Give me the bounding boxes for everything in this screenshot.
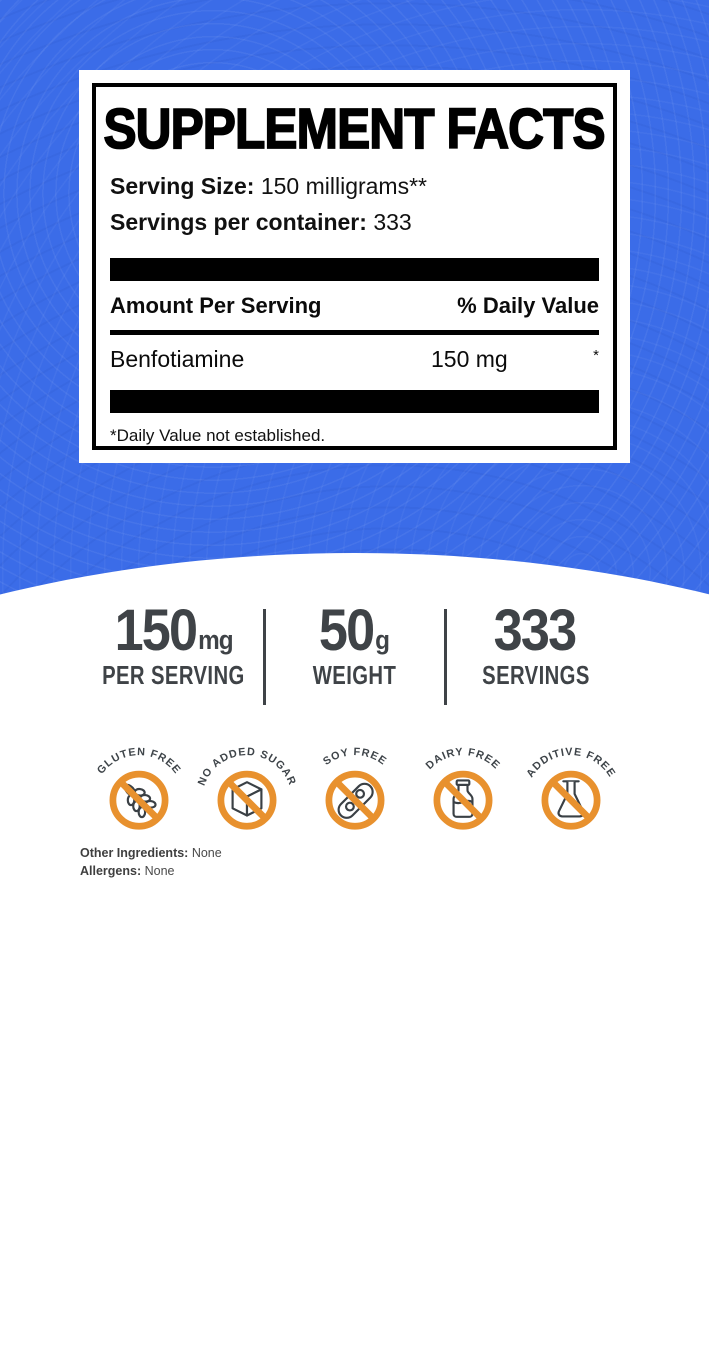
table-header-row: Amount Per Serving % Daily Value [110,292,599,320]
stat-weight-value: 50 [319,598,375,663]
stat-divider [262,609,266,705]
servings-value: 333 [373,209,412,235]
no-circle [325,770,384,830]
amount-per-serving-header: Amount Per Serving [110,293,322,318]
slash-line [117,779,160,822]
servings-label: Servings per container: [110,209,367,235]
thin-rule [110,330,599,335]
stat-per-serving: 150 mg PER SERVING [85,598,263,708]
stat-weight: 50 g WEIGHT [266,598,444,708]
supplement-facts-border: SUPPLEMENT FACTS Serving Size: 150 milli… [92,83,617,450]
stat-servings-label: SERVINGS [481,660,590,690]
allergens-value: None [144,864,175,878]
ingredient-name: Benfotiamine [110,346,245,372]
no-circle [217,770,276,830]
stat-weight-label: WEIGHT [312,660,397,690]
daily-value-header: % Daily Value [457,293,599,318]
other-ingredients-line: Other Ingredients: None [80,844,709,862]
allergens-line: Allergens: None [80,862,709,880]
ingredient-row: Benfotiamine 150 mg * [110,344,599,378]
other-ingredients-value: None [191,846,222,860]
no-circle [433,770,492,830]
stat-servings-number: 333 [493,598,578,663]
servings-per-container-line: Servings per container: 333 [110,207,599,237]
dairy-free-badge: DAIRY FREE [423,746,502,830]
bottom-section: 150 mg PER SERVING 50 g WEIGHT 333 SERVI… [0,598,709,880]
dairy-free-label: DAIRY FREE [423,746,502,772]
serving-size-label: Serving Size: [110,173,255,199]
serving-size-line: Serving Size: 150 milligrams** [110,171,599,201]
stat-per-serving-label: PER SERVING [102,660,245,690]
soy-free-badge: SOY FREE [321,746,389,830]
separator-bar-bottom [110,390,599,413]
separator-bar-top [110,258,599,281]
slash-line [549,779,592,822]
ingredient-amount: 150 mg [431,346,508,372]
stat-weight-unit: g [375,625,391,655]
gluten-free-badge: GLUTEN FREE [94,746,182,830]
serving-size-value: 150 milligrams** [260,173,427,199]
stat-divider [443,609,447,705]
stat-per-serving-number: 150 mg [114,598,234,663]
stat-per-serving-value: 150 [114,598,197,663]
stat-servings-value: 333 [493,598,577,663]
soy-free-label: SOY FREE [321,746,389,768]
additive-free-badge: ADDITIVE FREE [524,746,616,830]
free-from-badges-row: GLUTEN FREE NO ADDED SUGAR [0,728,709,840]
no-circle [541,770,600,830]
supplement-facts-panel: SUPPLEMENT FACTS Serving Size: 150 milli… [79,70,630,463]
ingredient-dv-asterisk: * [593,347,599,364]
slash-line [333,779,376,822]
footer-notes: Other Ingredients: None Allergens: None [80,844,709,880]
stat-servings: 333 SERVINGS [447,598,625,708]
no-circle [109,770,168,830]
slash-line [225,779,268,822]
supplement-facts-title-wrap: SUPPLEMENT FACTS [103,93,607,165]
stats-row: 150 mg PER SERVING 50 g WEIGHT 333 SERVI… [0,598,709,708]
stat-per-serving-unit: mg [197,625,234,655]
allergens-label: Allergens: [80,864,142,878]
daily-value-footnote: *Daily Value not established. [110,426,326,445]
no-added-sugar-badge: NO ADDED SUGAR [195,746,297,830]
slash-line [441,779,484,822]
supplement-facts-title: SUPPLEMENT FACTS [103,96,607,162]
stat-weight-number: 50 g [319,598,391,663]
other-ingredients-label: Other Ingredients: [80,846,189,860]
